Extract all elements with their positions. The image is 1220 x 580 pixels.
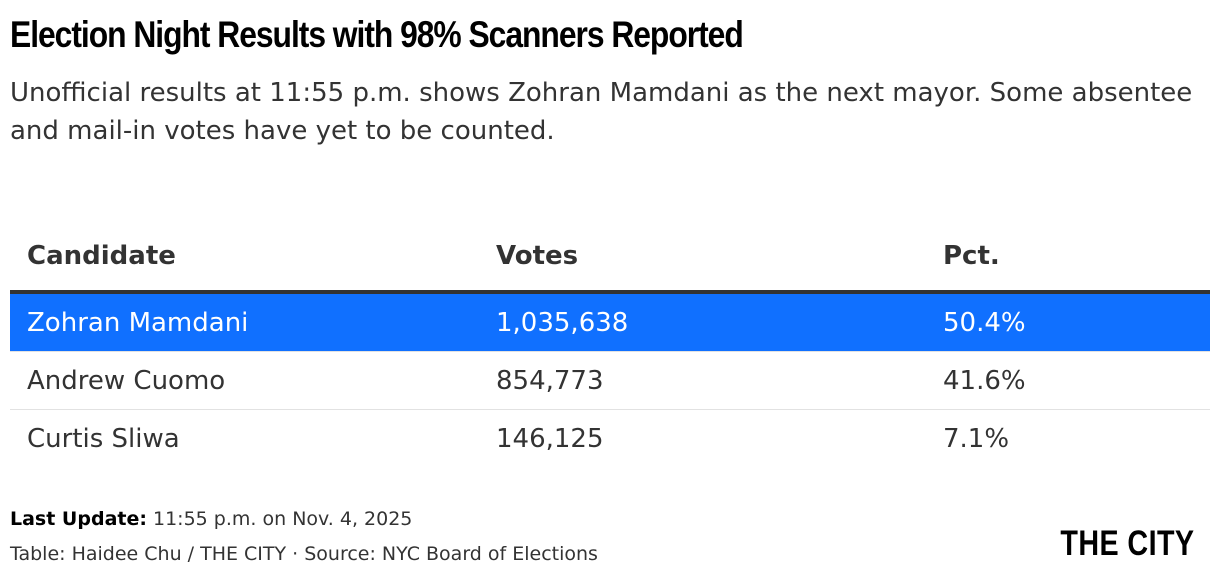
cell-votes: 146,125 [496,423,604,454]
chart-subtitle: Unofficial results at 11:55 p.m. shows Z… [10,78,1193,146]
last-update-value: 11:55 p.m. on Nov. 4, 2025 [153,508,413,530]
table-row: Zohran Mamdani 1,035,638 50.4% [10,292,1210,352]
chart-notes: Last Update: 11:55 p.m. on Nov. 4, 2025 … [10,507,598,577]
column-header-pct: Pct. [926,222,1210,294]
table-row: Curtis Sliwa 146,125 7.1% [10,410,1210,468]
table-row: Andrew Cuomo 854,773 41.6% [10,351,1210,410]
cell-pct: 7.1% [943,423,1010,454]
chart-title: Election Night Results with 98% Scanners… [10,14,744,55]
cell-votes: 854,773 [479,351,926,410]
cell-pct: 41.6% [926,351,1210,410]
table-body: Zohran Mamdani 1,035,638 50.4% Andrew Cuomo… [10,292,1210,467]
source-credit: Table: Haidee Chu / THE CITY · Source: N… [10,543,598,565]
cell-candidate: Zohran Mamdani [10,292,479,352]
the-city-logo: THE CITY [1059,524,1194,563]
cell-candidate: Andrew Cuomo [10,351,479,410]
column-header-candidate: Candidate [10,222,479,294]
cell-votes: 1,035,638 [479,292,926,352]
column-header-votes: Votes [479,222,926,294]
cell-pct: 50.4% [926,292,1210,352]
cell-candidate: Curtis Sliwa [27,423,180,454]
last-update-label: Last Update: [10,508,147,530]
last-update-line: Last Update: 11:55 p.m. on Nov. 4, 2025 [10,507,598,542]
table-header-row: Candidate Votes Pct. [10,222,1210,294]
results-table: Candidate Votes Pct. Zohran Mamdani 1,035… [10,222,1210,467]
